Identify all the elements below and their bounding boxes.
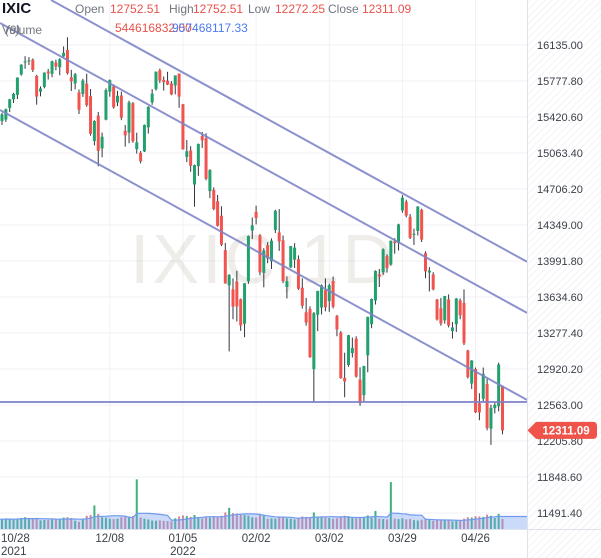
drawings-layer: [0, 0, 530, 403]
svg-text:11848.60: 11848.60: [537, 472, 582, 484]
gridlines: [0, 0, 527, 529]
svg-text:12920.20: 12920.20: [537, 364, 583, 376]
last-price-tag[interactable]: 12311.09: [527, 421, 598, 439]
svg-text:12205.80: 12205.80: [537, 436, 583, 448]
svg-text:12563.00: 12563.00: [537, 400, 583, 412]
channel-line-upper[interactable]: [50, 0, 528, 263]
svg-text:12/08: 12/08: [95, 533, 124, 545]
svg-text:11491.40: 11491.40: [537, 508, 582, 520]
svg-text:15777.80: 15777.80: [537, 76, 583, 88]
volume-ma-line: [0, 512, 527, 522]
symbol-watermark: IXIC,1D: [130, 220, 396, 298]
svg-text:2022: 2022: [170, 546, 196, 558]
svg-text:01/05: 01/05: [169, 533, 198, 545]
price-axis[interactable]: 16135.00 15777.80 15420.60 15063.40 14706.20…: [537, 40, 583, 520]
svg-text:14349.00: 14349.00: [537, 220, 583, 232]
svg-text:2021: 2021: [1, 546, 27, 558]
svg-text:15063.40: 15063.40: [537, 148, 583, 160]
svg-text:03/29: 03/29: [388, 533, 417, 545]
price-axis-gutter[interactable]: [528, 0, 601, 558]
candles-layer: [0, 37, 504, 445]
svg-text:13277.40: 13277.40: [537, 328, 583, 340]
volume-bars-layer: [1, 479, 504, 529]
svg-text:13991.80: 13991.80: [537, 256, 583, 268]
svg-text:12311.09: 12311.09: [542, 425, 589, 437]
channel-line-middle[interactable]: [0, 22, 528, 314]
svg-text:04/26: 04/26: [461, 533, 490, 545]
svg-text:10/28: 10/28: [1, 533, 30, 545]
svg-text:02/02: 02/02: [242, 533, 271, 545]
svg-text:16135.00: 16135.00: [537, 40, 583, 52]
svg-text:03/02: 03/02: [315, 533, 344, 545]
svg-text:14706.20: 14706.20: [537, 184, 583, 196]
svg-text:15420.60: 15420.60: [537, 112, 583, 124]
volume-ma-area: [0, 513, 527, 529]
svg-text:13634.60: 13634.60: [537, 292, 583, 304]
channel-line-lower[interactable]: [0, 109, 528, 401]
